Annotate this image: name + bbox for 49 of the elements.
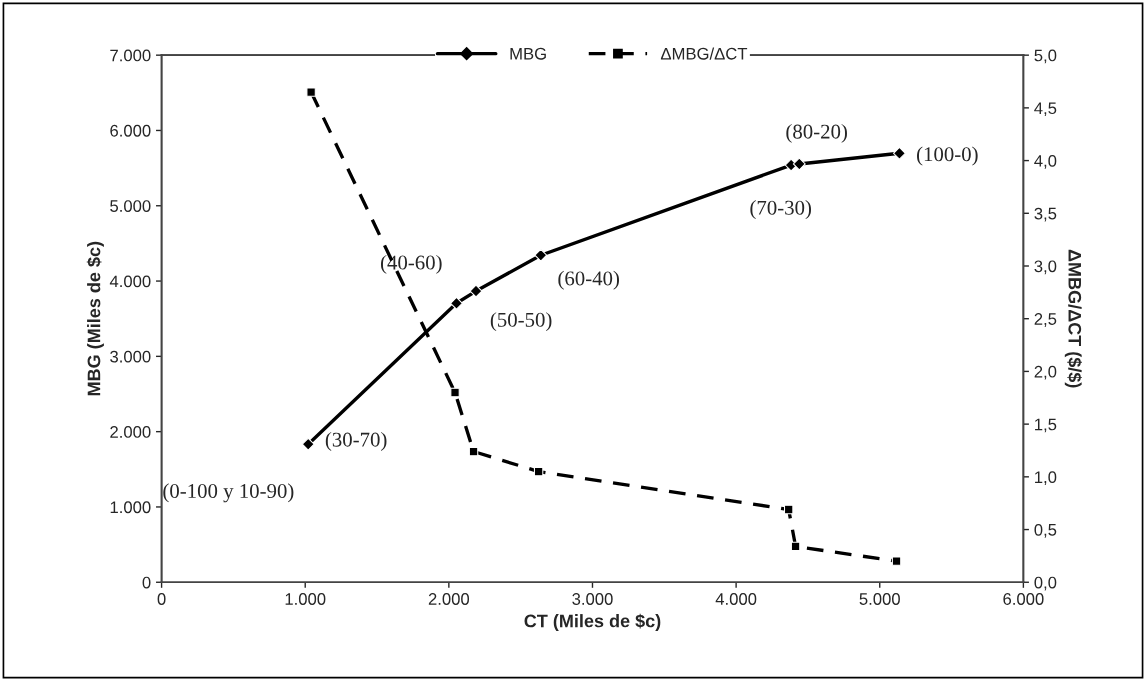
y2-tick-label: 5,0 xyxy=(1034,49,1057,64)
y2-tick-label: 2,0 xyxy=(1034,365,1057,380)
annotation: (0-100 y 10-90) xyxy=(163,483,294,503)
point xyxy=(534,248,548,262)
annotation: (100-0) xyxy=(917,146,978,166)
legend-label: MBG xyxy=(510,47,546,60)
point xyxy=(792,157,806,171)
y2-tick-label: 4,5 xyxy=(1034,102,1057,117)
point xyxy=(301,437,315,451)
y2-axis-title: ΔMBG/ΔCT ($/$) xyxy=(1064,249,1082,388)
point xyxy=(784,504,794,515)
x-tick-label: 3.000 xyxy=(572,593,613,605)
y2-tick-label: 1,5 xyxy=(1035,418,1057,433)
y2-tick-label: 2,5 xyxy=(1034,313,1057,327)
x-tick-label: 6.000 xyxy=(1003,593,1044,605)
y-tick-label: 1.000 xyxy=(110,501,151,514)
annotation: (60-40) xyxy=(558,270,620,290)
x-tick-label: 4.000 xyxy=(715,593,757,605)
y-tick-label: 6.000 xyxy=(110,124,151,137)
annotation: (30-70) xyxy=(325,432,387,451)
y2-tick-label: 3,0 xyxy=(1034,260,1057,275)
annotation: (50-50) xyxy=(490,312,552,332)
point xyxy=(469,284,483,298)
point xyxy=(306,87,316,97)
legend-label: ΔMBG/ΔCT xyxy=(660,47,748,60)
y-axis-title: MBG (Miles de $c) xyxy=(86,241,104,396)
y-tick-label: 4.000 xyxy=(109,275,151,288)
y-tick-label: 7.000 xyxy=(110,49,151,62)
x-tick-label: 0 xyxy=(157,593,166,605)
y-tick-label: 3.000 xyxy=(110,350,151,363)
annotation: (80-20) xyxy=(786,123,847,143)
x-tick-label: 5.000 xyxy=(859,593,900,605)
x-tick-label: 1.000 xyxy=(285,593,326,605)
point xyxy=(450,296,463,310)
y-tick-label: 2.000 xyxy=(110,426,151,438)
y2-tick-label: 0,5 xyxy=(1034,523,1057,538)
y-tick-label: 0 xyxy=(142,576,151,589)
y2-tick-label: 4,0 xyxy=(1034,154,1057,169)
y-tick-label: 5.000 xyxy=(110,200,151,212)
x-tick-label: 2.000 xyxy=(428,593,470,605)
annotation: (70-30) xyxy=(750,200,812,219)
y2-tick-label: 0,0 xyxy=(1034,576,1057,591)
point xyxy=(891,556,902,566)
point xyxy=(893,146,906,160)
point xyxy=(450,387,460,398)
y2-tick-label: 1,0 xyxy=(1035,471,1057,486)
y2-tick-label: 3,5 xyxy=(1034,207,1057,222)
annotation: (40-60) xyxy=(380,254,442,274)
x-axis-title: CT (Miles de $c) xyxy=(524,613,661,631)
